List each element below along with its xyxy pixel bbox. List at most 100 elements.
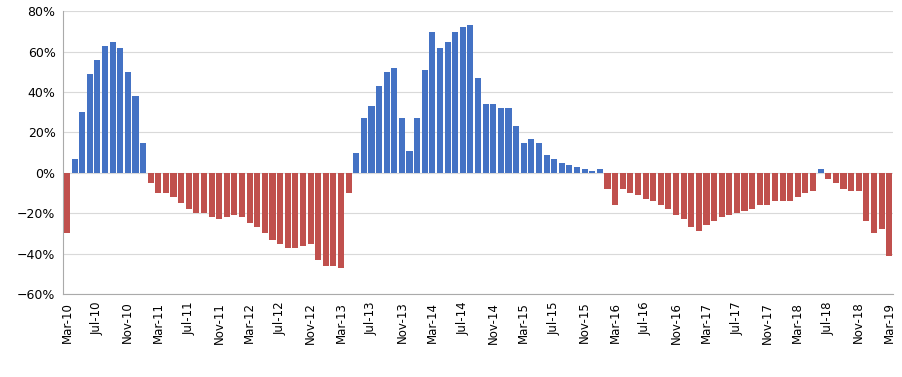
- Bar: [848, 173, 854, 191]
- Bar: [140, 143, 146, 173]
- Bar: [505, 108, 511, 173]
- Bar: [299, 173, 306, 245]
- Bar: [414, 118, 420, 173]
- Bar: [315, 173, 321, 260]
- Bar: [163, 173, 169, 193]
- Bar: [529, 139, 534, 173]
- Bar: [749, 173, 755, 209]
- Bar: [338, 173, 344, 268]
- Bar: [201, 173, 207, 213]
- Bar: [178, 173, 184, 203]
- Bar: [536, 143, 542, 173]
- Bar: [589, 171, 595, 173]
- Bar: [726, 173, 732, 215]
- Bar: [642, 173, 649, 199]
- Bar: [452, 32, 458, 173]
- Bar: [757, 173, 763, 205]
- Bar: [133, 96, 139, 173]
- Bar: [354, 153, 359, 173]
- Bar: [673, 173, 679, 215]
- Bar: [277, 173, 283, 244]
- Bar: [841, 173, 847, 189]
- Bar: [520, 143, 527, 173]
- Bar: [597, 169, 603, 173]
- Bar: [95, 60, 100, 173]
- Bar: [741, 173, 748, 211]
- Bar: [148, 173, 153, 183]
- Bar: [109, 41, 115, 173]
- Bar: [620, 173, 626, 189]
- Bar: [498, 108, 504, 173]
- Bar: [186, 173, 192, 209]
- Bar: [704, 173, 710, 225]
- Bar: [124, 72, 131, 173]
- Bar: [64, 173, 70, 233]
- Bar: [376, 86, 382, 173]
- Bar: [695, 173, 702, 231]
- Bar: [772, 173, 778, 201]
- Bar: [795, 173, 801, 197]
- Bar: [361, 118, 367, 173]
- Bar: [224, 173, 230, 217]
- Bar: [711, 173, 717, 221]
- Bar: [391, 68, 398, 173]
- Bar: [871, 173, 877, 233]
- Bar: [650, 173, 657, 201]
- Bar: [399, 118, 405, 173]
- Bar: [330, 173, 336, 266]
- Bar: [323, 173, 329, 266]
- Bar: [345, 173, 352, 193]
- Bar: [566, 165, 573, 173]
- Bar: [688, 173, 695, 227]
- Bar: [604, 173, 611, 189]
- Bar: [102, 46, 108, 173]
- Bar: [879, 173, 885, 230]
- Bar: [863, 173, 870, 221]
- Bar: [886, 173, 892, 256]
- Bar: [658, 173, 664, 205]
- Bar: [666, 173, 671, 209]
- Bar: [383, 72, 390, 173]
- Bar: [368, 106, 374, 173]
- Bar: [155, 173, 161, 193]
- Bar: [208, 173, 215, 217]
- Bar: [285, 173, 290, 248]
- Bar: [79, 112, 85, 173]
- Bar: [308, 173, 314, 244]
- Bar: [544, 155, 549, 173]
- Bar: [246, 173, 253, 224]
- Bar: [407, 151, 412, 173]
- Bar: [719, 173, 724, 217]
- Bar: [491, 104, 496, 173]
- Bar: [87, 74, 93, 173]
- Bar: [779, 173, 786, 201]
- Bar: [216, 173, 222, 219]
- Bar: [787, 173, 793, 201]
- Bar: [429, 32, 436, 173]
- Bar: [856, 173, 861, 191]
- Bar: [833, 173, 839, 183]
- Bar: [422, 70, 428, 173]
- Bar: [551, 159, 557, 173]
- Bar: [117, 48, 124, 173]
- Bar: [292, 173, 299, 248]
- Bar: [170, 173, 177, 197]
- Bar: [817, 169, 824, 173]
- Bar: [582, 169, 588, 173]
- Bar: [810, 173, 816, 191]
- Bar: [558, 163, 565, 173]
- Bar: [270, 173, 275, 239]
- Bar: [764, 173, 770, 205]
- Bar: [254, 173, 261, 227]
- Bar: [193, 173, 199, 213]
- Bar: [612, 173, 618, 205]
- Bar: [803, 173, 808, 193]
- Bar: [460, 28, 465, 173]
- Bar: [71, 159, 78, 173]
- Bar: [681, 173, 686, 219]
- Bar: [475, 78, 481, 173]
- Bar: [232, 173, 237, 215]
- Bar: [734, 173, 740, 213]
- Bar: [445, 41, 451, 173]
- Bar: [825, 173, 832, 179]
